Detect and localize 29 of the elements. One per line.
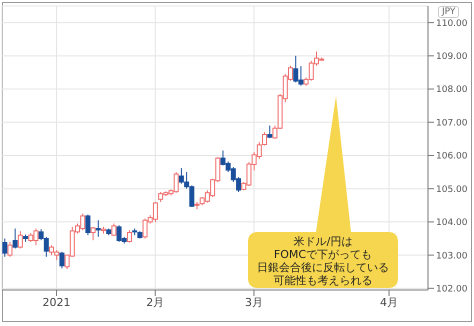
- y-tick-label: 102.00: [436, 284, 468, 295]
- y-axis-title: JPY: [438, 6, 460, 18]
- candlestick: [12, 228, 18, 249]
- y-tick-label: 108.00: [436, 85, 468, 96]
- x-tick-label: 2月: [146, 296, 164, 309]
- candlestick: [18, 230, 23, 249]
- y-tick-label: 103.00: [436, 251, 468, 262]
- candlestick: [267, 125, 272, 139]
- y-tick-label: 105.00: [436, 184, 468, 195]
- y-tick-label: 107.00: [436, 118, 468, 128]
- x-tick-label: 4月: [380, 296, 398, 309]
- candlestick: [85, 214, 90, 236]
- candlestick: [90, 226, 96, 241]
- y-tick-label: 104.00: [436, 218, 468, 228]
- y-tick-label: 110.00: [436, 18, 468, 29]
- y-tick-label: 106.00: [436, 152, 468, 162]
- y-tick-label: 109.00: [436, 52, 468, 62]
- candlestick: [7, 241, 12, 258]
- x-tick-label: 2021: [42, 296, 71, 309]
- annotation: FOMCで下がっても: [272, 248, 374, 261]
- candlestick: [96, 220, 101, 238]
- annotation: 可能性も考えられる: [272, 274, 374, 287]
- candlestick: [111, 223, 116, 236]
- candlestick: [126, 230, 132, 243]
- x-tick-label: 3月: [244, 296, 263, 309]
- candlestick: [59, 251, 64, 269]
- candlestick: [2, 238, 8, 258]
- annotation: 日銀会合後に反転している: [256, 261, 390, 274]
- annotation: 米ドル/円は: [292, 235, 354, 248]
